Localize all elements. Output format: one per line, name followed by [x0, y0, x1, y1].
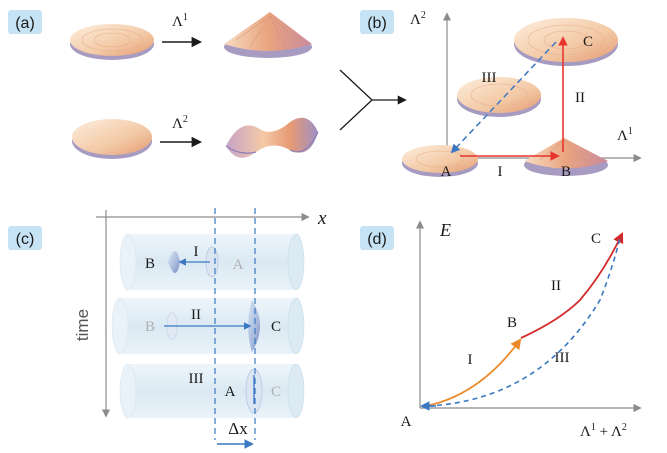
- panel-b-x-label: Λ1: [617, 126, 633, 144]
- curve-iii: [427, 237, 621, 407]
- panel-d-point-b: B: [507, 315, 517, 331]
- row1-shape-b: [168, 251, 180, 273]
- row2-left-label: B: [145, 319, 155, 335]
- panel-b-path-iii: III: [482, 70, 497, 86]
- flat-disc-bottom: [72, 119, 152, 159]
- panel-b-point-a: A: [441, 164, 452, 180]
- disc-iii: [457, 77, 541, 117]
- panel-a: (a) Λ1 Λ2: [8, 10, 407, 159]
- arrow-lambda1-label: Λ1: [172, 12, 188, 30]
- panel-d-x-label: Λ1 + Λ2: [580, 422, 627, 440]
- panel-b: (b) Λ2 Λ1: [360, 10, 642, 180]
- panel-c-time-label: time: [73, 309, 92, 341]
- row3-right-label: C: [271, 384, 281, 400]
- panel-d-point-c: C: [591, 231, 601, 247]
- panel-c-x-label: x: [317, 208, 327, 229]
- panel-b-tag-bg: [360, 10, 394, 34]
- panel-b-tag: (b): [367, 15, 387, 32]
- path-iii-arrow: [450, 41, 557, 154]
- panel-c: (c) x time B I A B: [8, 208, 327, 449]
- curve-i: [425, 338, 522, 407]
- panel-b-path-ii: II: [575, 90, 585, 106]
- panel-b-y-label: Λ2: [410, 10, 426, 28]
- panel-d-tag-bg: [360, 226, 394, 250]
- panel-c-tag: (c): [16, 231, 35, 248]
- panel-d-path-ii: II: [551, 278, 561, 294]
- row3-left-label: A: [225, 384, 236, 400]
- panel-d-path-iii: III: [555, 350, 570, 366]
- panel-b-path-i: I: [498, 164, 503, 180]
- arrow-lambda2-label: Λ2: [172, 114, 188, 132]
- panel-d-path-i: I: [468, 352, 473, 368]
- row3-path-label: III: [189, 371, 204, 387]
- row1-left-label: B: [145, 256, 155, 272]
- panel-d-point-a: A: [401, 414, 412, 430]
- row1-path-label: I: [194, 244, 199, 260]
- curve-ii: [520, 232, 624, 339]
- flat-disc-top: [70, 24, 154, 60]
- delta-x-label: Δx: [228, 419, 248, 438]
- merge-connector: [339, 69, 373, 131]
- panel-b-point-b: B: [561, 164, 571, 180]
- panel-c-tag-bg: [8, 226, 42, 250]
- panel-d-y-label: E: [439, 220, 451, 240]
- panel-d-tag: (d): [367, 231, 387, 248]
- panel-a-tag: (a): [15, 15, 35, 32]
- cone-b: [524, 138, 608, 176]
- saddle-shape: [225, 117, 319, 158]
- panel-b-point-c: C: [583, 34, 593, 50]
- panel-a-tag-bg: [8, 10, 42, 34]
- row1-right-label: A: [233, 257, 244, 273]
- row2-path-label: II: [191, 307, 201, 323]
- row2-right-label: C: [271, 319, 281, 335]
- disc-c: [514, 18, 618, 66]
- row2-shape-c: [248, 300, 260, 352]
- cone-shape: [224, 12, 312, 58]
- panel-d: (d) E Λ1 + Λ2 A B C I II III: [360, 220, 642, 440]
